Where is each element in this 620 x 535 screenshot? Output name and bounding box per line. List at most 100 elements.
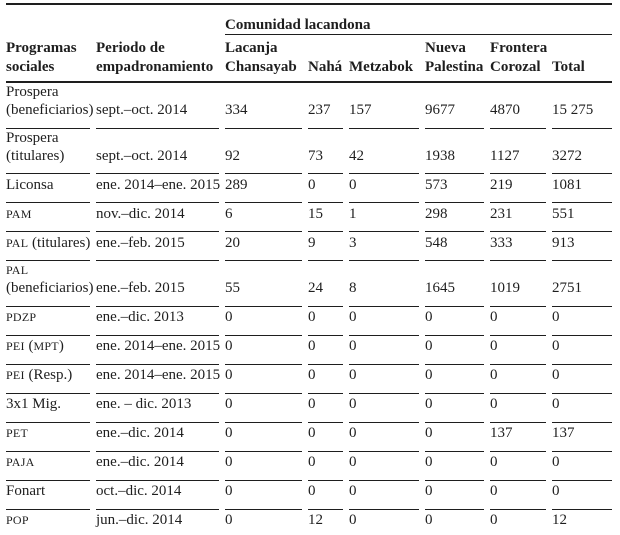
value-cell: 6 xyxy=(225,203,302,233)
value-cell: 12 xyxy=(308,510,343,535)
value-cell: 0 xyxy=(225,423,302,452)
value-cell: 55 xyxy=(225,261,302,307)
value-cell: 0 xyxy=(225,307,302,336)
program-cell: PAL (titulares) xyxy=(6,232,90,262)
value-cell: 333 xyxy=(490,232,546,262)
group-header: Comunidad lacandona xyxy=(225,5,612,35)
value-cell: 548 xyxy=(425,232,484,262)
program-cell: Prospera (beneficiarios) xyxy=(6,83,93,129)
period-cell: ene. 2014–ene. 2015 xyxy=(96,336,220,365)
table-row: PAL (beneficiarios) ene.–feb. 2015 55 24 8 16… xyxy=(6,261,612,307)
value-cell: 0 xyxy=(349,423,419,452)
value-cell: 0 xyxy=(349,481,419,510)
value-cell: 157 xyxy=(349,83,419,129)
period-cell: ene. 2014–ene. 2015 xyxy=(96,174,220,204)
value-cell: 20 xyxy=(225,232,302,262)
value-cell: 12 xyxy=(552,510,612,535)
value-cell: 0 xyxy=(425,394,484,423)
group-header-row: Comunidad lacandona xyxy=(6,5,612,35)
table-row: Liconsa ene. 2014–ene. 2015 289 0 0 573 219 108… xyxy=(6,174,612,204)
value-cell: 0 xyxy=(552,394,612,423)
period-cell: ene.–dic. 2013 xyxy=(96,307,219,336)
group-header-spacer xyxy=(6,5,219,35)
program-cell: PET xyxy=(6,423,90,452)
table-row: PET ene.–dic. 2014 0 0 0 0 137 137 xyxy=(6,423,612,452)
table-row: PAM nov.–dic. 2014 6 15 1 298 231 551 xyxy=(6,203,612,233)
program-cell: PEI (MPT) xyxy=(6,336,90,365)
table-row: PAJA ene.–dic. 2014 0 0 0 0 0 0 xyxy=(6,452,612,481)
value-cell: 3 xyxy=(349,232,419,262)
period-cell: ene.–dic. 2014 xyxy=(96,423,219,452)
period-cell: ene.–feb. 2015 xyxy=(96,261,219,307)
period-cell: sept.–oct. 2014 xyxy=(96,83,219,129)
table-row: 3x1 Mig. ene. – dic. 2013 0 0 0 0 0 0 xyxy=(6,394,612,423)
value-cell: 0 xyxy=(490,394,546,423)
value-cell: 0 xyxy=(349,452,419,481)
value-cell: 0 xyxy=(425,307,484,336)
value-cell: 0 xyxy=(225,452,302,481)
program-cell: PDZP xyxy=(6,307,90,336)
value-cell: 9677 xyxy=(425,83,484,129)
value-cell: 0 xyxy=(225,394,302,423)
value-cell: 0 xyxy=(552,307,612,336)
program-cell: Fonart xyxy=(6,481,90,510)
value-cell: 1 xyxy=(349,203,419,233)
value-cell: 237 xyxy=(308,83,343,129)
value-cell: 0 xyxy=(425,336,484,365)
value-cell: 0 xyxy=(490,365,546,394)
value-cell: 42 xyxy=(349,129,419,175)
value-cell: 0 xyxy=(308,307,343,336)
value-cell: 0 xyxy=(225,365,302,394)
column-header-total: Total xyxy=(552,58,585,75)
program-cell: 3x1 Mig. xyxy=(6,394,90,423)
value-cell: 0 xyxy=(490,452,546,481)
value-cell: 137 xyxy=(490,423,546,452)
table-header: Comunidad lacandona Programas sociales P… xyxy=(6,3,612,83)
value-cell: 0 xyxy=(425,423,484,452)
program-cell: PEI (Resp.) xyxy=(6,365,90,394)
column-header-naha: Nahá xyxy=(308,58,343,75)
value-cell: 137 xyxy=(552,423,612,452)
column-header-frontera-corozal: Frontera Corozal xyxy=(490,40,548,75)
value-cell: 0 xyxy=(225,510,302,535)
table-row: PAL (titulares) ene.–feb. 2015 20 9 3 548 333 9… xyxy=(6,232,612,262)
program-cell: Prospera (titulares) xyxy=(6,129,90,175)
value-cell: 1645 xyxy=(425,261,484,307)
value-cell: 0 xyxy=(349,365,419,394)
value-cell: 0 xyxy=(490,336,546,365)
period-cell: ene.–dic. 2014 xyxy=(96,452,219,481)
table-row: POP jun.–dic. 2014 0 12 0 0 0 12 xyxy=(6,510,612,535)
period-cell: ene.–feb. 2015 xyxy=(96,232,219,262)
value-cell: 0 xyxy=(308,365,343,394)
value-cell: 0 xyxy=(349,394,419,423)
program-cell: PAL (beneficiarios) xyxy=(6,261,93,307)
value-cell: 1127 xyxy=(490,129,546,175)
column-header-programas: Programas sociales xyxy=(6,40,77,75)
value-cell: 0 xyxy=(308,336,343,365)
value-cell: 0 xyxy=(490,307,546,336)
value-cell: 9 xyxy=(308,232,343,262)
period-cell: sept.–oct. 2014 xyxy=(96,129,219,175)
column-header-nueva-palestina: Nueva Palestina xyxy=(425,40,484,75)
value-cell: 4870 xyxy=(490,83,546,129)
table-body: Prospera (beneficiarios) sept.–oct. 2014 3… xyxy=(6,83,612,535)
top-rule xyxy=(6,3,612,5)
program-cell: Liconsa xyxy=(6,174,90,204)
value-cell: 1019 xyxy=(490,261,546,307)
period-cell: oct.–dic. 2014 xyxy=(96,481,219,510)
period-cell: ene. 2014–ene. 2015 xyxy=(96,365,220,394)
program-cell: POP xyxy=(6,510,90,535)
value-cell: 0 xyxy=(425,365,484,394)
value-cell: 0 xyxy=(308,423,343,452)
value-cell: 0 xyxy=(308,452,343,481)
value-cell: 73 xyxy=(308,129,343,175)
value-cell: 0 xyxy=(552,336,612,365)
value-cell: 0 xyxy=(308,481,343,510)
value-cell: 0 xyxy=(552,365,612,394)
value-cell: 15 275 xyxy=(552,83,612,129)
social-programs-table: Comunidad lacandona Programas sociales P… xyxy=(0,3,618,535)
value-cell: 92 xyxy=(225,129,302,175)
value-cell: 15 xyxy=(308,203,343,233)
value-cell: 0 xyxy=(349,174,419,204)
period-cell: ene. – dic. 2013 xyxy=(96,394,219,423)
